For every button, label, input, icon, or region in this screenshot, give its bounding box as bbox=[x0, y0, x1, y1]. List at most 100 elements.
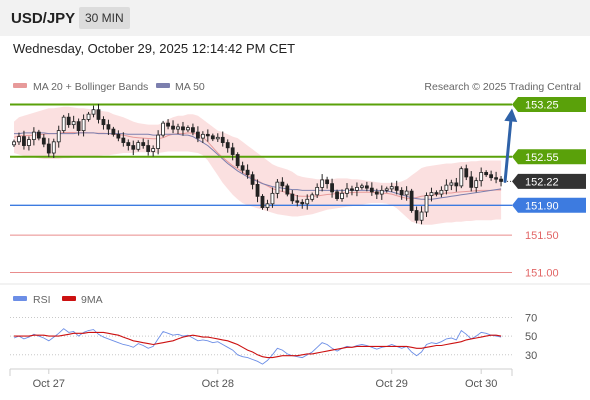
candle bbox=[305, 194, 310, 210]
candle bbox=[126, 139, 131, 151]
candle bbox=[186, 125, 190, 133]
candle bbox=[350, 185, 354, 196]
x-ticks: Oct 27 Oct 28 Oct 29 Oct 30 bbox=[33, 369, 497, 390]
candle bbox=[404, 186, 409, 201]
candle bbox=[499, 176, 503, 187]
level-badge-support bbox=[512, 197, 586, 213]
x-tick-label: Oct 30 bbox=[465, 378, 497, 390]
candle bbox=[121, 132, 126, 147]
candle bbox=[379, 185, 384, 200]
candle bbox=[225, 139, 230, 153]
rsi-tick-label: 50 bbox=[525, 331, 537, 343]
candle bbox=[364, 181, 369, 192]
candle bbox=[240, 161, 245, 174]
level-label: 151.00 bbox=[525, 268, 559, 280]
candle bbox=[27, 136, 31, 151]
candle bbox=[414, 206, 419, 224]
candle bbox=[459, 166, 464, 189]
candle bbox=[469, 171, 474, 192]
candle bbox=[141, 138, 146, 149]
ma50-legend-label: MA 50 bbox=[175, 81, 205, 93]
level-label: 152.55 bbox=[525, 152, 559, 164]
rsi-grid: 70 50 30 bbox=[10, 312, 537, 362]
candle bbox=[335, 189, 339, 201]
candle bbox=[101, 116, 106, 130]
candle bbox=[22, 130, 26, 150]
candle bbox=[250, 171, 255, 190]
candle bbox=[36, 129, 41, 141]
level-label: 152.22 bbox=[525, 176, 559, 188]
candle bbox=[310, 192, 315, 202]
candle bbox=[419, 206, 424, 225]
candle bbox=[215, 133, 220, 142]
candle bbox=[315, 183, 320, 198]
forecast-arrow-head bbox=[504, 108, 518, 123]
level-badge-resistance bbox=[512, 149, 586, 165]
candle bbox=[86, 111, 91, 122]
candle bbox=[494, 171, 498, 184]
candle bbox=[166, 119, 170, 130]
candle bbox=[384, 186, 389, 193]
candle bbox=[210, 133, 215, 142]
candle bbox=[12, 139, 16, 148]
candle bbox=[424, 192, 429, 217]
candle bbox=[235, 152, 240, 168]
candle bbox=[355, 182, 359, 197]
x-tick-label: Oct 29 bbox=[376, 378, 408, 390]
candle bbox=[325, 176, 330, 189]
candle bbox=[444, 179, 449, 195]
candle bbox=[369, 182, 374, 196]
candle bbox=[489, 170, 494, 181]
candle bbox=[434, 190, 439, 197]
rsi-panel: 70 50 30 bbox=[10, 312, 537, 365]
candle bbox=[146, 139, 151, 156]
candle bbox=[116, 130, 121, 142]
candle bbox=[176, 123, 180, 135]
candle bbox=[374, 188, 379, 200]
candle bbox=[270, 187, 275, 208]
credit-text: Research © 2025 Trading Central bbox=[424, 81, 581, 93]
candle bbox=[156, 130, 161, 155]
candle bbox=[81, 114, 86, 137]
rsi-tick-label: 30 bbox=[525, 350, 537, 362]
candle bbox=[96, 103, 101, 124]
candle bbox=[479, 167, 484, 187]
candle bbox=[71, 115, 76, 129]
candle bbox=[320, 174, 325, 192]
candle bbox=[409, 188, 414, 213]
candle bbox=[389, 182, 394, 193]
level-badge-current bbox=[512, 173, 586, 189]
level-badge-resistance bbox=[512, 96, 586, 112]
rsi-legend-swatch bbox=[13, 296, 27, 301]
timeframe-badge[interactable]: 30 MIN bbox=[79, 7, 130, 29]
ma20-legend-swatch bbox=[13, 83, 27, 88]
candle bbox=[295, 194, 300, 207]
chart-header: USD/JPY 30 MIN bbox=[0, 0, 590, 36]
ma20-legend-label: MA 20 + Bollinger Bands bbox=[33, 81, 148, 93]
candle bbox=[359, 183, 364, 190]
candle bbox=[181, 121, 185, 136]
price-legend: MA 20 + Bollinger Bands MA 50 Research ©… bbox=[13, 81, 581, 93]
candle bbox=[330, 178, 334, 198]
candle bbox=[195, 126, 200, 143]
candle bbox=[245, 164, 250, 179]
bollinger-band bbox=[14, 106, 502, 225]
candle bbox=[66, 113, 71, 128]
candle bbox=[171, 120, 175, 134]
candle bbox=[285, 183, 290, 197]
candle bbox=[46, 138, 51, 158]
candle bbox=[91, 105, 96, 118]
candle bbox=[474, 177, 479, 193]
rsi-legend-label: RSI bbox=[33, 294, 51, 306]
ma50-legend-swatch bbox=[156, 83, 170, 88]
candle bbox=[31, 127, 36, 146]
candle bbox=[300, 199, 305, 209]
rsi-ma-line bbox=[14, 331, 502, 359]
price-level-labels: 153.25 152.55 152.22 151.90 151.50 151.00 bbox=[512, 96, 586, 280]
candle bbox=[399, 187, 404, 200]
candle bbox=[131, 140, 136, 156]
candle bbox=[61, 114, 66, 133]
level-label: 153.25 bbox=[525, 99, 559, 111]
rsi-legend: RSI 9MA bbox=[13, 294, 103, 306]
